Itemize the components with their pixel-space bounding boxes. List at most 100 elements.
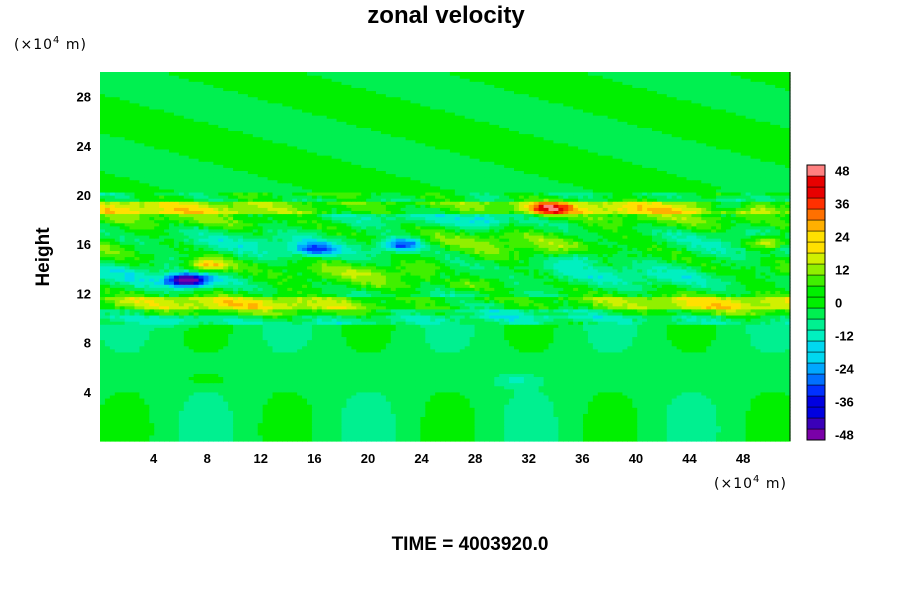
field-cell — [346, 416, 352, 421]
field-cell — [780, 401, 786, 405]
field-cell — [178, 419, 185, 424]
field-cell — [617, 391, 624, 396]
velocity-field — [100, 72, 791, 442]
field-cell — [568, 419, 574, 424]
field-cell — [247, 401, 254, 405]
field-cell — [114, 419, 121, 424]
field-cell — [474, 410, 481, 414]
field-cell — [420, 425, 426, 430]
field-cell — [297, 434, 303, 439]
field-cell — [213, 397, 219, 402]
field-cell — [489, 401, 495, 405]
field-cell — [760, 397, 766, 402]
field-cell — [233, 428, 239, 433]
field-cell — [696, 413, 702, 417]
field-cell — [331, 413, 338, 417]
field-cell — [706, 407, 712, 411]
field-cell — [652, 397, 658, 402]
field-cell — [592, 428, 599, 433]
field-cell — [341, 425, 348, 430]
field-cell — [573, 388, 579, 393]
field-cell — [785, 437, 791, 442]
field-cell — [410, 401, 417, 405]
field-cell — [607, 437, 614, 442]
field-cell — [647, 437, 653, 442]
field-cell — [238, 419, 244, 424]
field-cell — [597, 425, 604, 430]
field-cell — [523, 391, 530, 396]
field-cell — [252, 388, 259, 393]
field-cell — [770, 394, 776, 399]
field-cell — [218, 419, 224, 424]
field-cell — [178, 397, 185, 402]
field-cell — [494, 416, 500, 421]
field-cell — [385, 404, 392, 408]
field-cell — [247, 413, 254, 417]
field-cell — [775, 391, 781, 396]
field-cell — [100, 391, 106, 396]
field-cell — [203, 401, 210, 405]
field-cell — [134, 394, 141, 399]
field-cell — [775, 397, 781, 402]
field-cell — [267, 437, 274, 442]
field-cell — [499, 394, 505, 399]
field-cell — [499, 410, 505, 414]
field-cell — [656, 413, 663, 417]
field-cell — [459, 434, 466, 439]
field-cell — [410, 434, 417, 439]
field-cell — [647, 422, 653, 427]
field-cell — [583, 394, 589, 399]
field-cell — [484, 422, 490, 427]
field-cell — [785, 410, 791, 414]
field-cell — [740, 394, 747, 399]
field-cell — [533, 388, 540, 393]
y-axis-title: Height — [33, 227, 54, 287]
field-cell — [617, 397, 624, 402]
field-cell — [154, 428, 160, 433]
field-cell — [188, 388, 195, 393]
field-cell — [193, 404, 200, 408]
field-cell — [203, 413, 210, 417]
field-cell — [100, 407, 106, 411]
field-cell — [725, 407, 732, 411]
field-cell — [464, 391, 471, 396]
field-cell — [760, 422, 766, 427]
field-cell — [376, 394, 382, 399]
field-cell — [430, 410, 436, 414]
field-cell — [656, 397, 663, 402]
field-cell — [543, 401, 550, 405]
field-cell — [592, 422, 599, 427]
field-cell — [494, 391, 500, 396]
field-cell — [262, 394, 269, 399]
field-cell — [469, 401, 476, 405]
field-cell — [198, 425, 205, 430]
field-cell — [139, 391, 145, 396]
field-cell — [331, 397, 338, 402]
field-cell — [691, 394, 697, 399]
field-cell — [233, 413, 239, 417]
field-cell — [198, 422, 205, 427]
field-cell — [449, 388, 456, 393]
field-cell — [100, 410, 106, 414]
field-cell — [573, 422, 579, 427]
field-cell — [474, 425, 481, 430]
field-cell — [331, 410, 338, 414]
field-cell — [750, 404, 757, 408]
field-cell — [341, 428, 348, 433]
field-cell — [716, 391, 722, 396]
field-cell — [445, 431, 451, 436]
field-cell — [124, 407, 131, 411]
field-cell — [587, 422, 594, 427]
field-cell — [435, 416, 441, 421]
field-cell — [587, 410, 594, 414]
field-cell — [745, 437, 752, 442]
field-cell — [597, 437, 604, 442]
field-cell — [420, 410, 426, 414]
field-cell — [149, 422, 155, 427]
field-cell — [696, 397, 702, 402]
field-cell — [592, 407, 599, 411]
field-cell — [203, 437, 210, 442]
field-cell — [730, 419, 737, 424]
field-cell — [307, 419, 313, 424]
field-cell — [730, 425, 737, 430]
